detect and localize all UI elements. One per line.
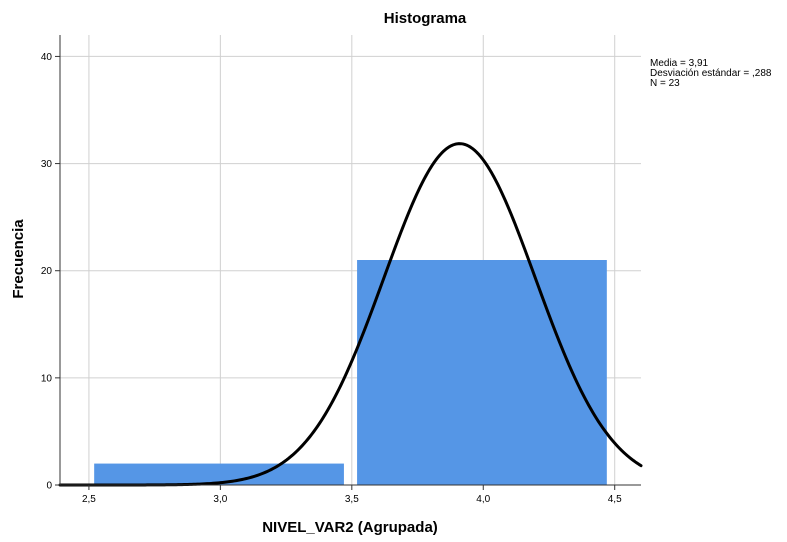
x-tick-label: 4,5	[608, 494, 622, 505]
y-tick-label: 0	[46, 481, 52, 492]
x-tick-label: 3,5	[345, 494, 359, 505]
axes-layer	[59, 35, 641, 486]
y-tick-label: 30	[41, 159, 53, 170]
bars-layer	[94, 260, 607, 485]
stats-line: Desviación estándar = ,288	[650, 68, 772, 79]
x-tick-label: 2,5	[82, 494, 96, 505]
x-tick-label: 3,0	[213, 494, 227, 505]
x-axis-label: NIVEL_VAR2 (Agrupada)	[262, 519, 438, 536]
y-tick-label: 10	[41, 373, 53, 384]
stats-line: Media = 3,91	[650, 58, 709, 69]
y-axis-label: Frecuencia	[10, 219, 27, 299]
y-tick-label: 40	[41, 52, 53, 63]
x-tick-label: 4,0	[476, 494, 490, 505]
histogram-bar	[357, 260, 607, 485]
y-tick-label: 20	[41, 266, 53, 277]
chart-title: Histograma	[384, 10, 467, 27]
ticks-layer: 0 10 20 30 40 2,5 3,0 3,5 4,0 4,5	[41, 52, 622, 505]
grid-layer	[60, 35, 641, 485]
histogram-bar	[94, 463, 344, 485]
stats-line: N = 23	[650, 78, 680, 89]
